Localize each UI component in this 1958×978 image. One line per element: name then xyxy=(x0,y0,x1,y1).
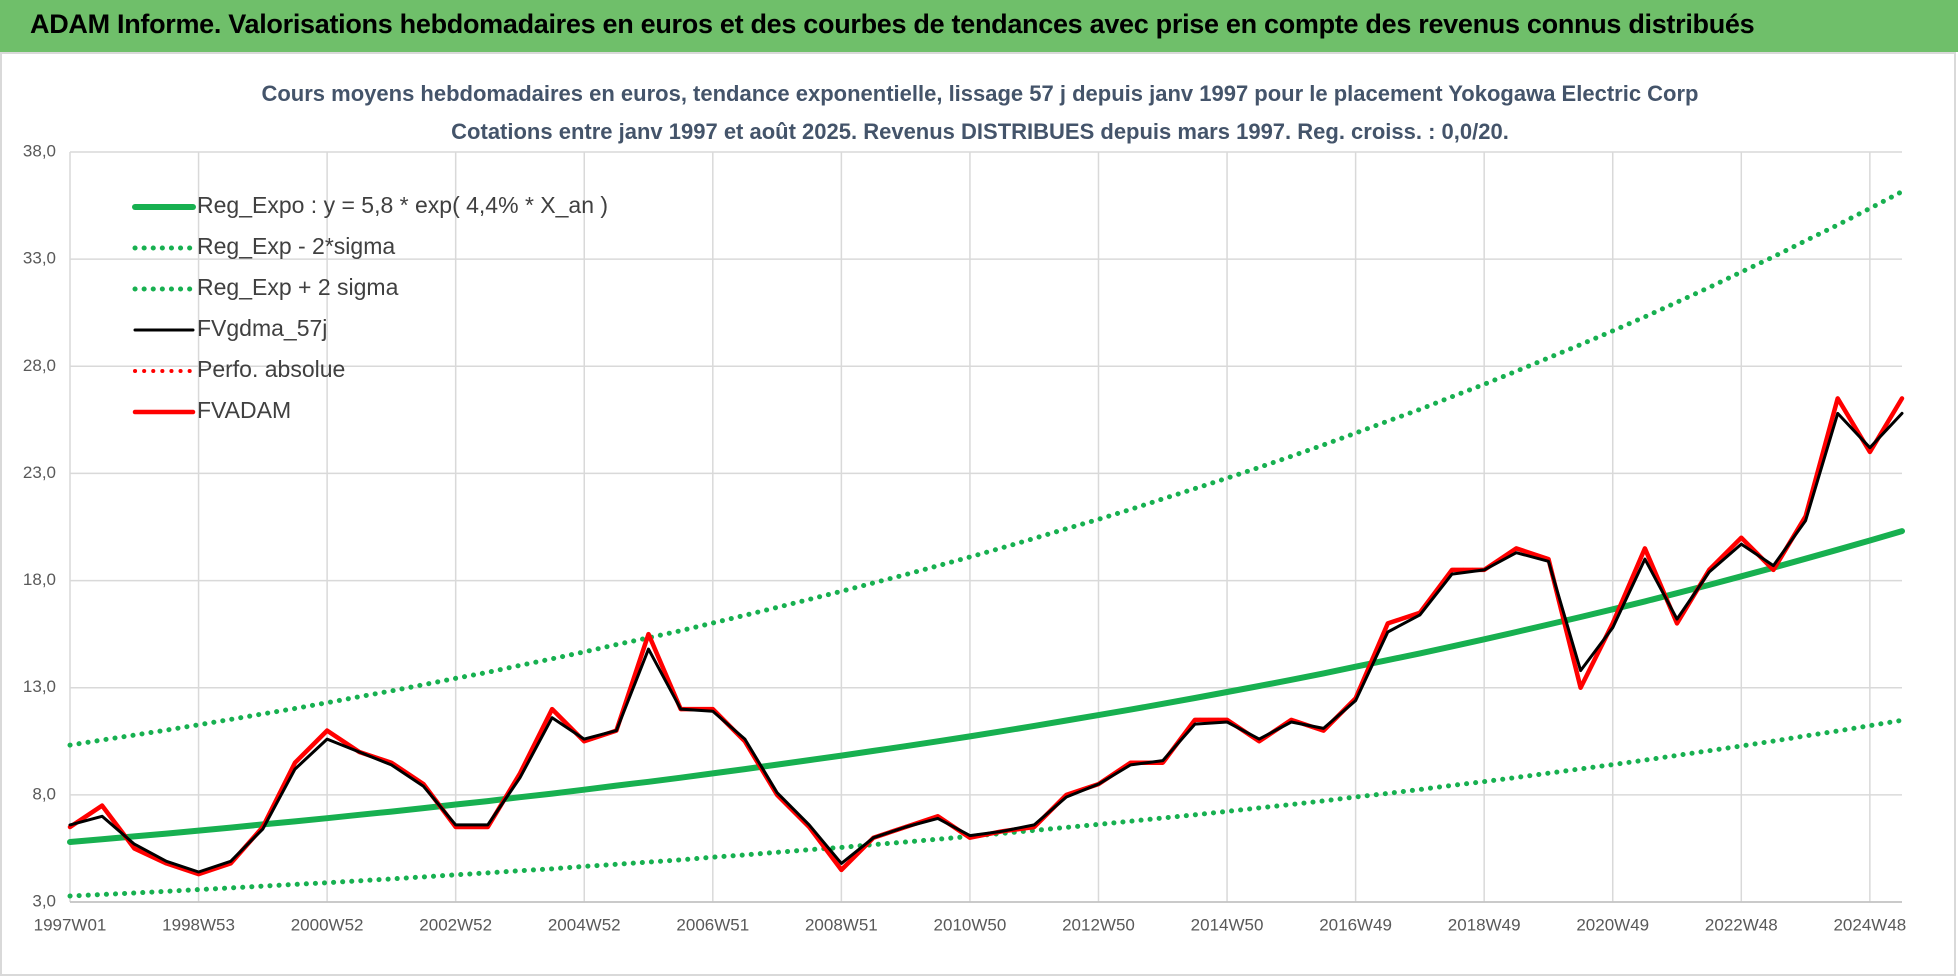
legend-label: FVADAM xyxy=(197,397,291,423)
series-line xyxy=(67,189,1905,748)
x-tick-label: 2004W52 xyxy=(548,915,621,934)
chart-subtitle: Cotations entre janv 1997 et août 2025. … xyxy=(451,119,1509,144)
series-line xyxy=(67,528,1905,845)
x-tick-label: 2022W48 xyxy=(1705,915,1778,934)
x-tick-label: 2006W51 xyxy=(676,915,749,934)
chart-title: Cours moyens hebdomadaires en euros, ten… xyxy=(261,81,1698,106)
x-tick-label: 2002W52 xyxy=(419,915,492,934)
y-tick-label: 3,0 xyxy=(32,891,56,910)
x-tick-label: 2012W50 xyxy=(1062,915,1135,934)
legend-label: Perfo. absolue xyxy=(197,356,345,382)
legend-label: Reg_Expo : y = 5,8 * exp( 4,4% * X_an ) xyxy=(197,192,608,218)
y-tick-label: 23,0 xyxy=(23,463,56,482)
legend-label: Reg_Exp + 2 sigma xyxy=(197,274,399,300)
chart: Cours moyens hebdomadaires en euros, ten… xyxy=(0,52,1956,976)
legend-label: Reg_Exp - 2*sigma xyxy=(197,233,395,259)
x-tick-label: 2020W49 xyxy=(1576,915,1649,934)
x-tick-label: 1997W01 xyxy=(34,915,107,934)
y-tick-label: 13,0 xyxy=(23,677,56,696)
x-tick-label: 2014W50 xyxy=(1191,915,1264,934)
header: ADAM Informe. Valorisations hebdomadaire… xyxy=(0,0,1958,52)
y-tick-label: 8,0 xyxy=(32,784,56,803)
y-tick-label: 28,0 xyxy=(23,356,56,375)
y-tick-label: 18,0 xyxy=(23,570,56,589)
series-line xyxy=(68,411,1904,874)
x-tick-label: 2000W52 xyxy=(291,915,364,934)
header-title: ADAM Informe. Valorisations hebdomadaire… xyxy=(30,9,1755,39)
x-tick-label: 2024W48 xyxy=(1833,915,1906,934)
y-tick-label: 38,0 xyxy=(23,141,56,160)
x-tick-label: 2010W50 xyxy=(934,915,1007,934)
x-tick-label: 2016W49 xyxy=(1319,915,1392,934)
legend-label: FVgdma_57j xyxy=(197,315,327,341)
x-tick-label: 2008W51 xyxy=(805,915,878,934)
y-tick-label: 33,0 xyxy=(23,249,56,268)
x-tick-label: 1998W53 xyxy=(162,915,235,934)
x-tick-label: 2018W49 xyxy=(1448,915,1521,934)
